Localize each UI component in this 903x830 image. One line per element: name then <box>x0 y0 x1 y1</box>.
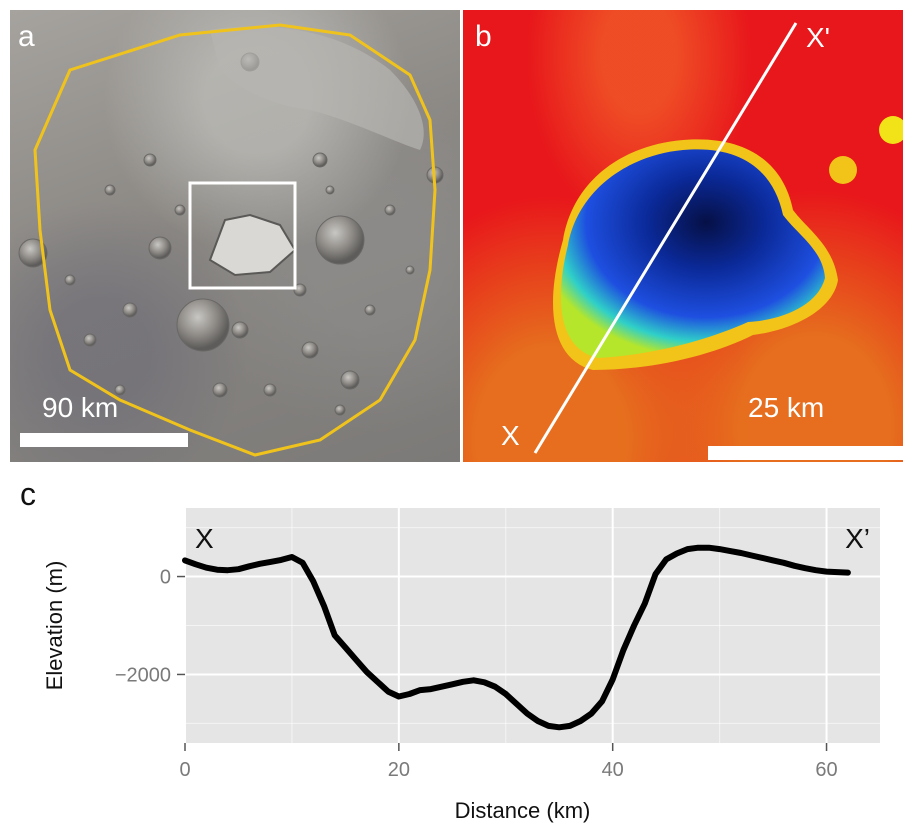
x-tick-label: 20 <box>388 759 410 781</box>
panel-a-image: a 90 km <box>10 10 460 462</box>
panel-a-graphic <box>18 23 444 457</box>
rim-outline <box>33 23 437 457</box>
highland-terrain <box>210 26 424 150</box>
central-peak <box>208 213 297 277</box>
tick-labels: 0 20 40 60 0 −2000 <box>115 567 838 781</box>
small-high-2 <box>879 116 903 144</box>
x-tick-label: 0 <box>179 759 190 781</box>
profile-start-label: X <box>501 420 520 451</box>
grid-major <box>184 508 880 743</box>
scale-bar-b <box>708 446 903 460</box>
scale-label-b: 25 km <box>748 392 825 423</box>
elevation-profile-line <box>182 544 851 731</box>
x-axis-label: Distance (km) <box>455 798 591 823</box>
x-tick-label: 60 <box>815 759 837 781</box>
profile-start-annotation: X <box>195 523 214 554</box>
profile-end-annotation: X’ <box>845 523 870 554</box>
crater-depression <box>560 149 825 358</box>
panel-b-image: b 25 km X X' <box>463 10 903 462</box>
y-axis-label: Elevation (m) <box>42 561 67 691</box>
panel-b-letter: b <box>475 20 492 53</box>
x-tick-label: 40 <box>602 759 624 781</box>
y-tick-label: −2000 <box>115 664 171 686</box>
plot-background <box>185 508 880 743</box>
profile-line <box>533 22 798 454</box>
panel-c-letter: c <box>20 476 36 512</box>
small-high-1 <box>829 156 857 184</box>
scale-label-a: 90 km <box>42 392 119 423</box>
grid-minor <box>185 508 880 743</box>
inset-box <box>188 181 297 290</box>
axis-ticks <box>177 575 828 751</box>
profile-end-label: X' <box>806 22 831 53</box>
y-tick-label: 0 <box>160 567 171 589</box>
panel-b-graphic <box>533 22 903 460</box>
scale-bar-a <box>20 433 188 447</box>
panel-a-letter: a <box>18 20 35 53</box>
